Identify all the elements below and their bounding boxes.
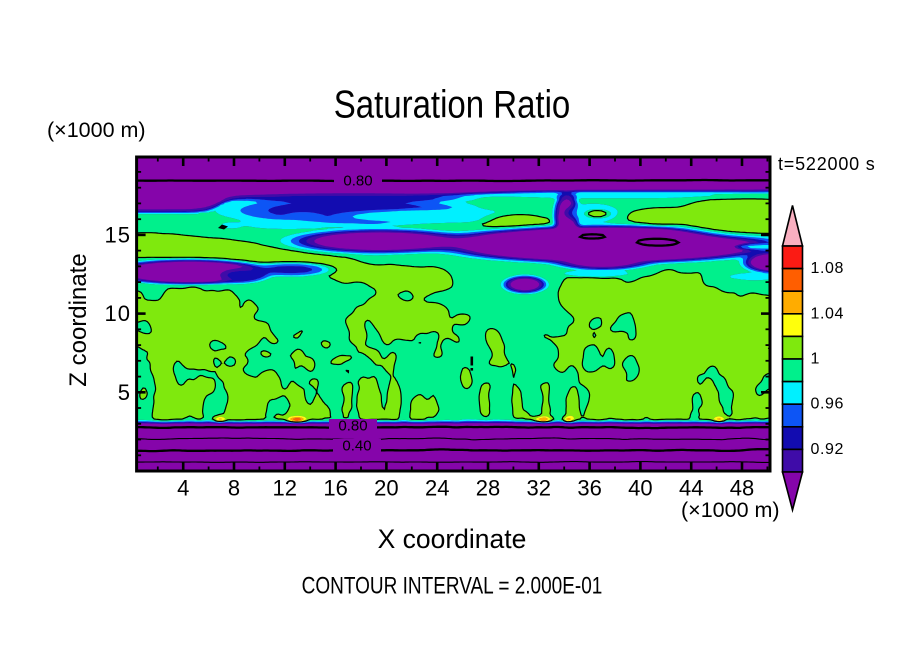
svg-text:16: 16 (323, 476, 347, 501)
svg-text:0.40: 0.40 (342, 438, 371, 455)
svg-text:0.96: 0.96 (811, 396, 845, 413)
svg-text:CONTOUR INTERVAL = 2.000E-01: CONTOUR INTERVAL = 2.000E-01 (302, 571, 603, 599)
svg-text:0.80: 0.80 (338, 418, 367, 435)
svg-text:40: 40 (628, 476, 652, 501)
svg-text:48: 48 (730, 476, 754, 501)
svg-text:(×1000 m): (×1000 m) (681, 498, 780, 522)
svg-text:1.08: 1.08 (811, 260, 845, 277)
svg-text:1: 1 (811, 351, 821, 368)
svg-text:44: 44 (679, 476, 703, 501)
svg-text:Z coordinate: Z coordinate (65, 253, 92, 386)
svg-text:0.80: 0.80 (343, 173, 372, 190)
svg-text:1.04: 1.04 (811, 305, 845, 322)
svg-text:(×1000 m): (×1000 m) (47, 118, 146, 142)
svg-text:20: 20 (374, 476, 398, 501)
svg-text:15: 15 (105, 222, 131, 247)
svg-text:32: 32 (527, 476, 551, 501)
svg-text:10: 10 (105, 301, 131, 326)
svg-text:X coordinate: X coordinate (378, 524, 527, 554)
svg-text:28: 28 (476, 476, 500, 501)
svg-text:8: 8 (228, 476, 240, 501)
svg-text:Saturation Ratio: Saturation Ratio (334, 82, 571, 126)
svg-text:5: 5 (118, 380, 131, 405)
svg-text:4: 4 (177, 476, 189, 501)
svg-text:0.92: 0.92 (811, 441, 845, 458)
svg-text:12: 12 (273, 476, 297, 501)
svg-text:24: 24 (425, 476, 449, 501)
svg-text:t=522000 s: t=522000 s (778, 154, 876, 174)
svg-text:36: 36 (577, 476, 601, 501)
